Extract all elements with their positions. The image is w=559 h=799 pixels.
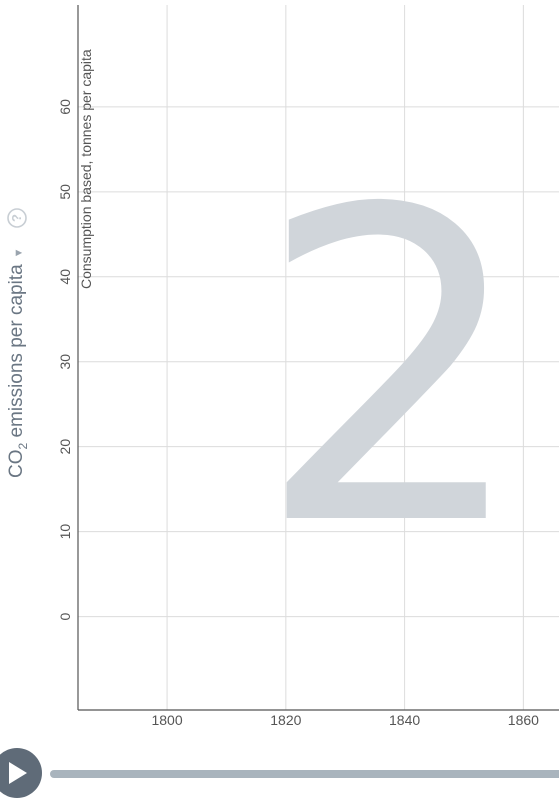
chevron-down-icon[interactable]: ▼ <box>13 247 25 258</box>
y-tick-label: 60 <box>57 99 73 115</box>
y-tick-label: 50 <box>57 184 73 200</box>
x-tick-label: 1800 <box>151 712 182 728</box>
x-tick-label: 1820 <box>270 712 301 728</box>
help-icon[interactable]: ? <box>7 208 27 228</box>
y-tick-label: 30 <box>57 354 73 370</box>
y-tick-label: 10 <box>57 524 73 540</box>
indicator-selector[interactable]: CO2 emissions per capita ▼ ? <box>6 208 30 478</box>
play-button[interactable] <box>0 748 42 798</box>
y-tick-label: 20 <box>57 439 73 455</box>
indicator-label[interactable]: CO2 emissions per capita ▼ <box>6 247 30 478</box>
indicator-label-rest[interactable]: emissions per capita <box>6 264 27 443</box>
y-tick-label: 0 <box>57 612 73 620</box>
y-axis-label: Consumption based, tonnes per capita <box>78 49 94 289</box>
help-glyph[interactable]: ? <box>9 214 24 222</box>
play-icon[interactable] <box>9 762 27 784</box>
year-overlay-number: 2 <box>255 120 529 620</box>
indicator-label-main[interactable]: CO <box>6 450 27 479</box>
axes <box>77 5 559 711</box>
x-tick-label: 1840 <box>389 712 420 728</box>
x-tick-label: 1860 <box>508 712 539 728</box>
y-tick-label: 40 <box>57 269 73 285</box>
timeline-slider[interactable] <box>50 770 559 778</box>
grid <box>78 5 559 710</box>
tick-labels: 0 10 20 30 40 50 60 1800 1820 1840 1860 <box>57 99 539 728</box>
indicator-label-subscript[interactable]: 2 <box>16 443 30 450</box>
